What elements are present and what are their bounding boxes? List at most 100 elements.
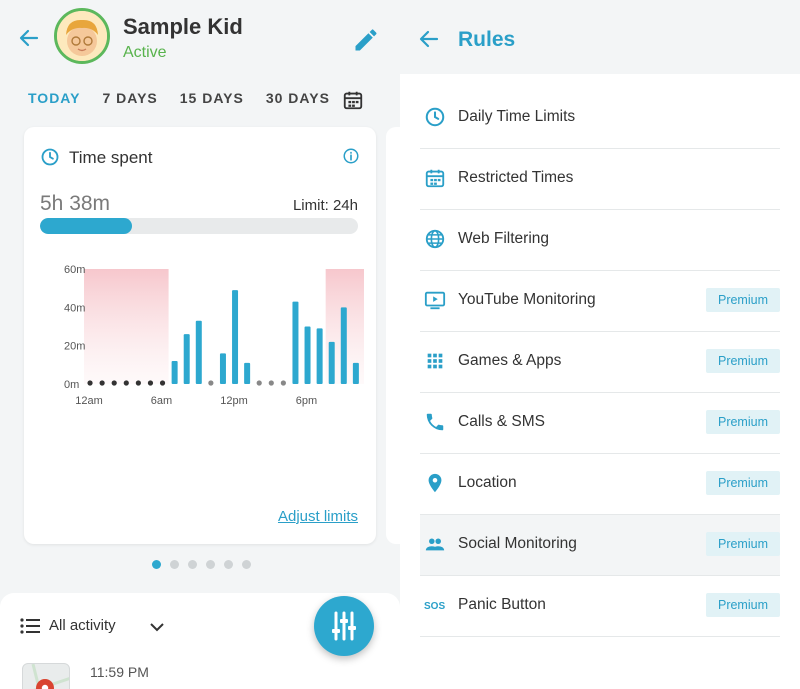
date-range-tabs: TODAY 7 DAYS 15 DAYS 30 DAYS [28, 90, 352, 106]
rule-label: Restricted Times [458, 169, 574, 186]
people-icon [425, 538, 445, 551]
x-tick-label: 12am [75, 395, 103, 407]
rule-item-daily-time-limits[interactable]: Daily Time Limits [420, 88, 780, 149]
sliders-icon [332, 611, 356, 641]
location-pin-icon [428, 473, 442, 493]
time-progress-bar [40, 218, 358, 234]
rule-item-social-monitoring[interactable]: Social Monitoring Premium [420, 515, 780, 576]
x-tick-label: 6am [151, 395, 172, 407]
premium-badge: Premium [706, 532, 780, 556]
zero-usage-dot [159, 380, 166, 386]
premium-badge: Premium [706, 410, 780, 434]
pager-dot[interactable] [224, 560, 233, 569]
usage-bar [232, 290, 239, 384]
rule-label: Games & Apps [458, 352, 562, 369]
rule-item-web-filtering[interactable]: Web Filtering [420, 210, 780, 271]
youtube-icon [424, 291, 446, 310]
pager-dot[interactable] [152, 560, 161, 569]
zero-usage-dot [256, 380, 262, 386]
y-tick-label: 0m [64, 379, 79, 391]
usage-bar [316, 328, 323, 384]
zero-usage-dot [268, 380, 274, 386]
rule-label: Daily Time Limits [458, 108, 576, 125]
pager-dot[interactable] [188, 560, 197, 569]
rule-label: Location [458, 474, 517, 491]
adjust-limits-link[interactable]: Adjust limits [277, 508, 358, 525]
tab-30-days[interactable]: 30 DAYS [265, 90, 330, 106]
activity-filter-select[interactable]: All activity [49, 617, 116, 634]
tab-7-days[interactable]: 7 DAYS [102, 90, 158, 106]
calendar-icon[interactable] [342, 89, 364, 111]
next-card-peek [386, 127, 400, 544]
usage-bar [292, 301, 299, 384]
restricted-time-band [84, 269, 169, 384]
premium-badge: Premium [706, 593, 780, 617]
avatar[interactable] [54, 8, 110, 64]
card-title: Time spent [69, 148, 153, 167]
rule-item-youtube-monitoring[interactable]: YouTube Monitoring Premium [420, 271, 780, 332]
time-spent-total: 5h 38m [40, 192, 111, 215]
map-pin-icon [31, 664, 69, 689]
y-tick-label: 60m [64, 264, 85, 276]
zero-usage-dot [135, 380, 141, 386]
kid-name: Sample Kid [123, 14, 243, 39]
zero-usage-dot [147, 380, 154, 386]
x-tick-label: 12pm [220, 395, 248, 407]
zero-usage-dot [99, 380, 105, 386]
zero-usage-dot [280, 380, 286, 386]
rules-list: Daily Time Limits Restricted Times Web Fil… [420, 88, 780, 637]
globe-icon [425, 229, 445, 249]
info-icon[interactable] [342, 147, 360, 165]
usage-bar [171, 361, 178, 384]
activity-entry-time: 11:59 PM [90, 664, 149, 680]
time-progress-fill [40, 218, 133, 234]
zero-usage-dot [123, 380, 129, 386]
rule-item-location[interactable]: Location Premium [420, 454, 780, 515]
rule-item-restricted-times[interactable]: Restricted Times [420, 149, 780, 210]
rule-label: Social Monitoring [458, 535, 577, 552]
edit-pencil-icon[interactable] [352, 26, 380, 54]
list-icon [20, 618, 40, 634]
rule-label: Panic Button [458, 596, 546, 613]
usage-bar [352, 362, 359, 384]
usage-bar [195, 320, 202, 384]
rule-label: Web Filtering [458, 230, 550, 247]
pager-dot[interactable] [242, 560, 251, 569]
y-tick-label: 40m [64, 302, 85, 314]
hourly-usage-chart: 60m 40m 20m 0m 12am 6am 12pm 6pm [64, 264, 364, 407]
usage-bar [219, 353, 226, 384]
calendar-icon [425, 169, 445, 188]
phone-icon [426, 413, 444, 431]
premium-badge: Premium [706, 288, 780, 312]
back-arrow-icon[interactable] [417, 27, 441, 51]
rules-panel: Rules Daily Time Limits Restricted Times W… [400, 0, 800, 689]
tab-15-days[interactable]: 15 DAYS [179, 90, 244, 106]
usage-bar [328, 341, 335, 384]
y-tick-label: 20m [64, 341, 85, 353]
location-map-thumbnail[interactable] [22, 663, 70, 689]
rules-header: Rules [400, 0, 800, 74]
usage-bar [183, 334, 190, 384]
tab-today[interactable]: TODAY [28, 90, 81, 106]
pager-dot[interactable] [206, 560, 215, 569]
rule-item-calls-sms[interactable]: Calls & SMS Premium [420, 393, 780, 454]
kid-avatar-icon [57, 11, 107, 61]
premium-badge: Premium [706, 471, 780, 495]
pager-dot[interactable] [170, 560, 179, 569]
zero-usage-dot [87, 380, 93, 386]
usage-bar [340, 307, 347, 384]
rule-item-panic-button[interactable]: SOS Panic Button Premium [420, 576, 780, 637]
page-title: Rules [458, 28, 516, 51]
rule-item-games-apps[interactable]: Games & Apps Premium [420, 332, 780, 393]
chevron-down-icon[interactable] [148, 619, 166, 635]
zero-usage-dot [111, 380, 117, 386]
sos-icon: SOS [424, 601, 446, 612]
x-tick-label: 6pm [296, 395, 317, 407]
usage-bar [244, 362, 251, 384]
card-pager [152, 560, 260, 569]
time-limit: Limit: 24h [292, 197, 358, 214]
clock-icon [41, 148, 59, 166]
filter-settings-button[interactable] [314, 596, 374, 656]
back-arrow-icon[interactable] [17, 26, 41, 50]
kid-status: Active [123, 44, 167, 61]
